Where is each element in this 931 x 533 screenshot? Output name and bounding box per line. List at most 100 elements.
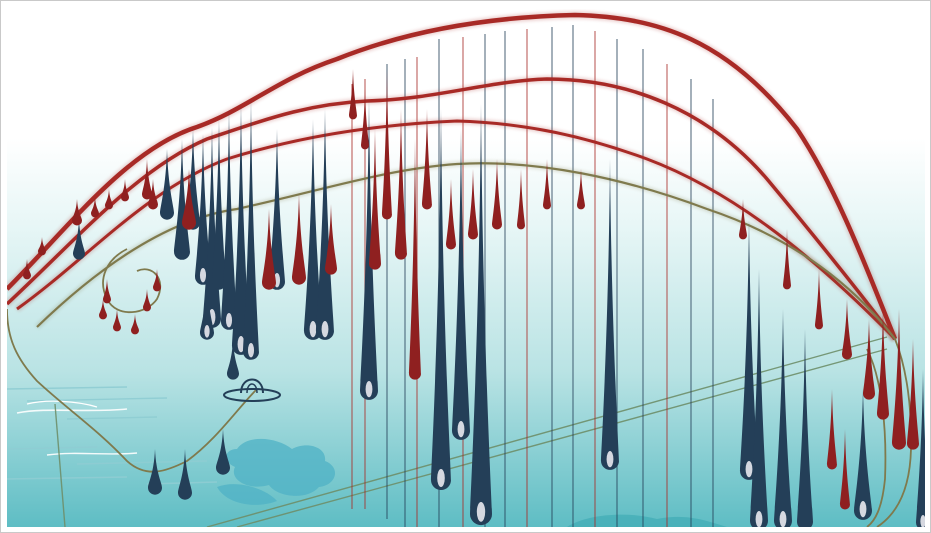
droplet xyxy=(842,299,852,360)
droplet xyxy=(774,309,792,527)
droplet xyxy=(863,319,875,400)
droplet-highlight xyxy=(247,343,255,358)
droplet xyxy=(160,149,174,220)
droplet-highlight xyxy=(309,321,317,338)
droplet xyxy=(178,449,192,500)
droplet-highlight xyxy=(437,469,445,487)
droplet xyxy=(262,209,276,290)
droplet xyxy=(212,119,226,290)
droplet xyxy=(446,179,456,250)
droplet xyxy=(325,204,337,275)
droplet-highlight xyxy=(920,515,925,527)
droplet xyxy=(431,109,451,490)
droplet-highlight xyxy=(755,511,763,527)
droplet xyxy=(892,309,906,450)
droplet xyxy=(492,159,502,230)
droplet xyxy=(105,189,113,210)
droplet xyxy=(577,169,585,210)
droplet xyxy=(361,89,369,150)
water-splash xyxy=(217,438,336,505)
lid-curve xyxy=(26,400,98,408)
droplet xyxy=(877,309,889,420)
droplet xyxy=(221,109,237,330)
droplet xyxy=(292,194,306,285)
droplet-highlight xyxy=(476,502,486,522)
droplet-highlight xyxy=(365,381,373,398)
droplet xyxy=(840,429,850,510)
droplet xyxy=(153,269,161,292)
droplet-highlight xyxy=(745,461,753,478)
droplet xyxy=(73,219,85,260)
droplet xyxy=(38,237,46,256)
droplet xyxy=(797,329,813,527)
droplet xyxy=(195,134,211,285)
droplet xyxy=(395,109,407,260)
droplets xyxy=(23,69,925,527)
outline-stroke xyxy=(7,308,258,473)
droplet xyxy=(142,159,152,200)
droplet xyxy=(468,169,478,240)
droplet-highlight xyxy=(321,321,329,338)
arc-line xyxy=(7,77,897,341)
droplet xyxy=(409,139,421,380)
droplet-highlight xyxy=(606,451,614,468)
droplet xyxy=(103,279,111,304)
droplet xyxy=(422,109,432,210)
droplet xyxy=(916,369,925,527)
illustration-canvas xyxy=(7,9,925,527)
droplet xyxy=(349,69,357,120)
droplet xyxy=(227,339,239,380)
droplet xyxy=(907,339,919,450)
droplet xyxy=(121,179,129,202)
droplet xyxy=(470,104,492,526)
arc-line xyxy=(7,12,898,340)
droplet xyxy=(783,229,791,290)
droplet xyxy=(304,119,322,340)
droplet-highlight xyxy=(859,501,867,518)
droplet-highlight xyxy=(225,313,233,328)
droplet xyxy=(72,199,82,226)
droplet xyxy=(601,159,619,470)
droplet xyxy=(99,299,107,320)
droplet xyxy=(131,314,139,335)
droplet xyxy=(143,289,151,312)
droplet xyxy=(148,179,158,210)
droplet-highlight xyxy=(779,511,787,527)
droplet xyxy=(148,449,162,495)
droplet xyxy=(360,99,378,400)
diagonal-lines xyxy=(54,336,888,527)
droplet-highlight xyxy=(199,268,207,283)
droplet xyxy=(23,259,31,280)
droplet xyxy=(739,199,747,240)
droplet xyxy=(740,219,758,480)
droplet xyxy=(243,99,259,360)
droplet xyxy=(854,389,872,520)
droplet xyxy=(815,269,823,330)
bell-ornament xyxy=(223,378,281,402)
droplet xyxy=(750,269,768,527)
droplet xyxy=(316,109,334,340)
splash-bottom xyxy=(567,514,727,527)
droplet xyxy=(182,169,196,230)
droplet xyxy=(174,139,190,260)
droplet-highlight xyxy=(237,336,245,353)
arc-line xyxy=(36,162,896,340)
droplet xyxy=(91,197,99,218)
droplet xyxy=(269,129,285,290)
droplet-highlight xyxy=(204,325,210,338)
droplet xyxy=(827,389,837,470)
droplet xyxy=(369,129,381,270)
droplet xyxy=(216,429,230,475)
droplet xyxy=(517,169,525,230)
droplet xyxy=(452,129,471,440)
illustration-svg xyxy=(7,9,925,527)
droplet xyxy=(113,309,121,332)
droplet-highlight xyxy=(457,421,465,438)
droplet xyxy=(232,104,250,355)
droplet xyxy=(543,159,551,210)
water-ripples xyxy=(7,386,218,485)
droplet xyxy=(382,69,392,220)
outline-stroke xyxy=(866,348,887,527)
droplet xyxy=(200,279,214,340)
